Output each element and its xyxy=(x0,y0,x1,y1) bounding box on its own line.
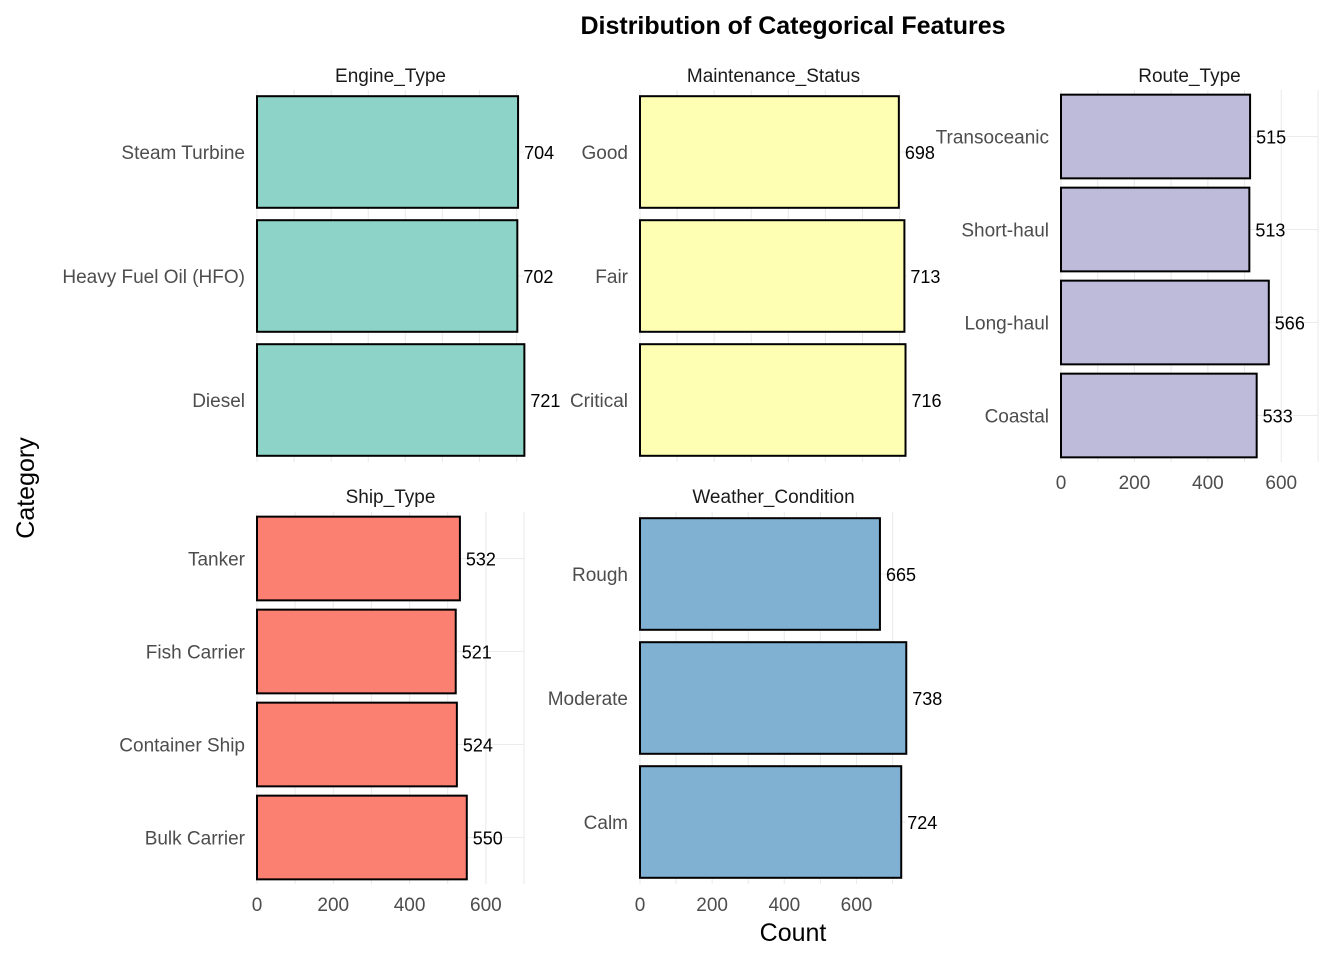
x-tick-label: 600 xyxy=(841,895,873,916)
data-label: 738 xyxy=(912,689,942,709)
category-label: Critical xyxy=(570,391,628,412)
x-tick-label: 200 xyxy=(317,895,349,916)
chart-title: Distribution of Categorical Features xyxy=(580,12,1005,40)
x-tick-label: 0 xyxy=(635,895,646,916)
data-label: 698 xyxy=(905,143,935,163)
category-label: Heavy Fuel Oil (HFO) xyxy=(62,267,245,288)
bar-fair xyxy=(639,219,906,333)
x-tick-label: 600 xyxy=(470,895,502,916)
x-tick-label: 600 xyxy=(1265,473,1297,494)
category-label: Transoceanic xyxy=(936,128,1049,149)
y-axis-title: Category xyxy=(12,437,40,539)
category-label: Rough xyxy=(572,565,628,586)
facet-maintenance-status: Good 698 Fair 713 Critical 716 Maintenance_Sta… xyxy=(570,66,942,462)
category-label: Diesel xyxy=(192,391,245,412)
bar-critical xyxy=(639,343,907,457)
x-tick-label: 400 xyxy=(768,895,800,916)
category-label: Container Ship xyxy=(119,736,245,757)
facet-panels: Steam Turbine 704 Heavy Fuel Oil (HFO) 702 D… xyxy=(62,66,1319,916)
x-tick-label: 200 xyxy=(1119,473,1151,494)
data-label: 704 xyxy=(524,143,554,163)
facet-ship-type: Tanker 532 Fish Carrier 521 Container Ship 52… xyxy=(119,487,525,916)
data-label: 665 xyxy=(886,565,916,585)
category-label: Coastal xyxy=(985,407,1049,428)
bar-fish-carrier xyxy=(256,608,457,695)
bar-transoceanic xyxy=(1060,93,1252,180)
x-tick-label: 200 xyxy=(696,895,728,916)
category-label: Short-haul xyxy=(961,221,1049,242)
data-label: 513 xyxy=(1255,221,1285,241)
bar-moderate xyxy=(639,641,908,755)
data-label: 566 xyxy=(1275,314,1305,334)
bar-diesel xyxy=(256,343,526,457)
facet-title: Ship_Type xyxy=(346,487,436,508)
bar-short-haul xyxy=(1060,186,1251,273)
category-label: Bulk Carrier xyxy=(145,829,246,850)
data-label: 533 xyxy=(1263,407,1293,427)
facet-title: Maintenance_Status xyxy=(687,66,860,87)
facet-title: Route_Type xyxy=(1138,66,1240,87)
data-label: 716 xyxy=(912,391,942,411)
data-label: 550 xyxy=(473,829,503,849)
bar-rough xyxy=(639,517,881,631)
data-label: 532 xyxy=(466,550,496,570)
category-label: Calm xyxy=(584,813,628,834)
category-label: Steam Turbine xyxy=(121,143,245,164)
category-label: Good xyxy=(582,143,628,164)
data-label: 521 xyxy=(462,643,492,663)
category-label: Tanker xyxy=(188,550,246,571)
x-tick-label: 0 xyxy=(252,895,263,916)
facet-title: Weather_Condition xyxy=(692,487,854,508)
data-label: 724 xyxy=(907,813,937,833)
x-tick-label: 400 xyxy=(394,895,426,916)
facet-weather-condition: Rough 665 Moderate 738 Calm 724 Weather_Condit… xyxy=(548,487,943,916)
bar-bulk-carrier xyxy=(256,794,468,881)
category-label: Long-haul xyxy=(964,314,1049,335)
facet-title: Engine_Type xyxy=(335,66,446,87)
bar-container-ship xyxy=(256,701,458,788)
bar-good xyxy=(639,95,900,209)
data-label: 721 xyxy=(530,391,560,411)
bar-heavy-fuel-oil-hfo xyxy=(256,219,519,333)
x-tick-label: 0 xyxy=(1056,473,1067,494)
bar-steam-turbine xyxy=(256,95,520,209)
facet-route-type: Transoceanic 515 Short-haul 513 Long-haul 566… xyxy=(936,66,1319,494)
category-label: Moderate xyxy=(548,689,628,710)
bar-long-haul xyxy=(1060,279,1270,366)
x-axis-title: Count xyxy=(760,919,827,947)
x-tick-label: 400 xyxy=(1192,473,1224,494)
data-label: 524 xyxy=(463,736,493,756)
data-label: 713 xyxy=(910,267,940,287)
data-label: 702 xyxy=(523,267,553,287)
category-label: Fish Carrier xyxy=(146,643,246,664)
bar-tanker xyxy=(256,515,461,602)
category-label: Fair xyxy=(595,267,628,288)
data-label: 515 xyxy=(1256,128,1286,148)
bar-calm xyxy=(639,765,903,879)
facet-engine-type: Steam Turbine 704 Heavy Fuel Oil (HFO) 702 D… xyxy=(62,66,560,462)
bar-coastal xyxy=(1060,372,1258,459)
